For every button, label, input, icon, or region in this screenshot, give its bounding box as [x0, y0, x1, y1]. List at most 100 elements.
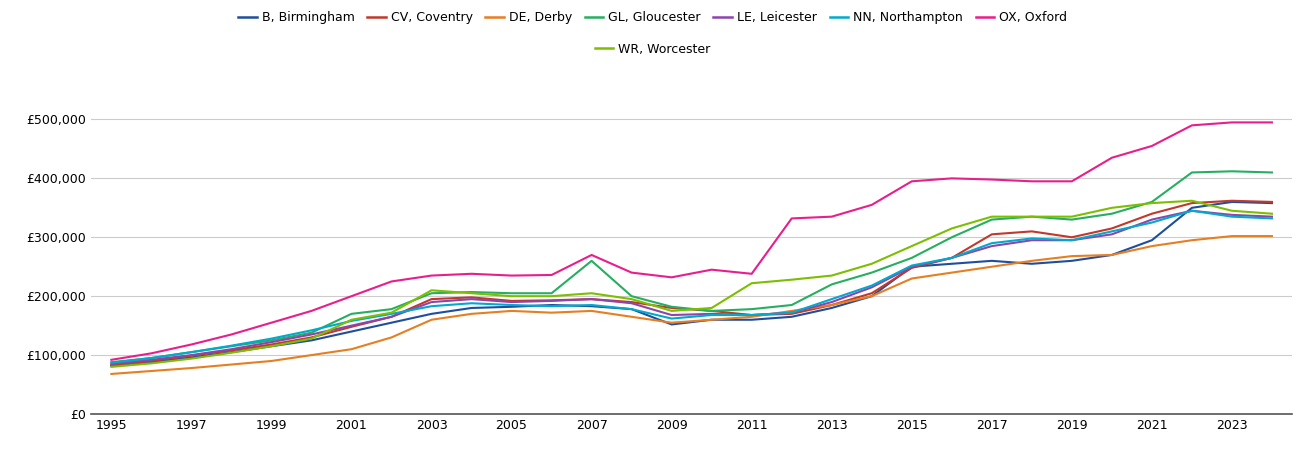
B, Birmingham: [823, 305, 839, 310]
GL, Gloucester: [384, 306, 399, 312]
DE, Derby: [463, 311, 479, 316]
LE, Leicester: [664, 312, 680, 318]
GL, Gloucester: [103, 360, 119, 365]
OX, Oxford: [223, 332, 239, 337]
CV, Coventry: [1265, 199, 1280, 205]
WR, Worcester: [904, 243, 920, 249]
CV, Coventry: [664, 305, 680, 310]
GL, Gloucester: [504, 291, 519, 296]
DE, Derby: [144, 368, 159, 373]
GL, Gloucester: [304, 330, 320, 335]
CV, Coventry: [744, 312, 760, 318]
NN, Northampton: [1265, 216, 1280, 221]
WR, Worcester: [624, 297, 639, 302]
CV, Coventry: [1064, 234, 1079, 240]
B, Birmingham: [384, 320, 399, 325]
DE, Derby: [1265, 234, 1280, 239]
WR, Worcester: [424, 288, 440, 293]
B, Birmingham: [1184, 205, 1199, 211]
DE, Derby: [984, 264, 1000, 270]
DE, Derby: [703, 317, 719, 323]
CV, Coventry: [304, 335, 320, 340]
WR, Worcester: [583, 291, 599, 296]
B, Birmingham: [144, 360, 159, 365]
CV, Coventry: [264, 342, 279, 347]
WR, Worcester: [664, 308, 680, 314]
B, Birmingham: [1064, 258, 1079, 264]
CV, Coventry: [864, 291, 880, 296]
CV, Coventry: [944, 255, 959, 261]
WR, Worcester: [103, 364, 119, 369]
CV, Coventry: [463, 295, 479, 300]
DE, Derby: [823, 302, 839, 308]
DE, Derby: [944, 270, 959, 275]
OX, Oxford: [184, 342, 200, 347]
NN, Northampton: [384, 311, 399, 316]
B, Birmingham: [784, 314, 800, 319]
NN, Northampton: [904, 263, 920, 268]
GL, Gloucester: [1024, 214, 1040, 219]
NN, Northampton: [1064, 238, 1079, 243]
CV, Coventry: [624, 299, 639, 305]
OX, Oxford: [1224, 120, 1240, 125]
CV, Coventry: [1024, 229, 1040, 234]
WR, Worcester: [984, 214, 1000, 219]
NN, Northampton: [1024, 236, 1040, 241]
NN, Northampton: [103, 360, 119, 365]
DE, Derby: [784, 308, 800, 314]
OX, Oxford: [823, 214, 839, 219]
WR, Worcester: [304, 336, 320, 341]
CV, Coventry: [904, 265, 920, 270]
DE, Derby: [1224, 234, 1240, 239]
GL, Gloucester: [784, 302, 800, 308]
CV, Coventry: [544, 297, 560, 303]
GL, Gloucester: [744, 306, 760, 312]
LE, Leicester: [1104, 232, 1120, 237]
OX, Oxford: [664, 274, 680, 280]
OX, Oxford: [384, 279, 399, 284]
WR, Worcester: [223, 350, 239, 356]
OX, Oxford: [1144, 143, 1160, 148]
CV, Coventry: [103, 362, 119, 368]
Line: GL, Gloucester: GL, Gloucester: [111, 171, 1272, 362]
Line: DE, Derby: DE, Derby: [111, 236, 1272, 374]
NN, Northampton: [583, 302, 599, 308]
B, Birmingham: [223, 350, 239, 355]
WR, Worcester: [1024, 214, 1040, 219]
LE, Leicester: [624, 301, 639, 306]
GL, Gloucester: [184, 350, 200, 355]
DE, Derby: [1184, 238, 1199, 243]
GL, Gloucester: [144, 356, 159, 361]
B, Birmingham: [1224, 199, 1240, 205]
WR, Worcester: [744, 280, 760, 286]
GL, Gloucester: [424, 291, 440, 296]
LE, Leicester: [904, 264, 920, 270]
CV, Coventry: [1144, 211, 1160, 216]
NN, Northampton: [544, 303, 560, 309]
CV, Coventry: [384, 314, 399, 319]
B, Birmingham: [624, 306, 639, 312]
GL, Gloucester: [703, 308, 719, 314]
LE, Leicester: [1144, 217, 1160, 222]
CV, Coventry: [424, 297, 440, 302]
B, Birmingham: [424, 311, 440, 316]
B, Birmingham: [304, 338, 320, 343]
LE, Leicester: [744, 312, 760, 318]
NN, Northampton: [664, 316, 680, 321]
CV, Coventry: [1104, 226, 1120, 231]
LE, Leicester: [223, 346, 239, 352]
OX, Oxford: [1265, 120, 1280, 125]
DE, Derby: [583, 308, 599, 314]
NN, Northampton: [343, 318, 359, 324]
B, Birmingham: [864, 293, 880, 299]
OX, Oxford: [343, 293, 359, 299]
NN, Northampton: [264, 336, 279, 341]
Line: OX, Oxford: OX, Oxford: [111, 122, 1272, 360]
CV, Coventry: [703, 308, 719, 314]
OX, Oxford: [944, 176, 959, 181]
B, Birmingham: [1104, 252, 1120, 258]
CV, Coventry: [583, 297, 599, 302]
NN, Northampton: [703, 312, 719, 318]
B, Birmingham: [463, 305, 479, 310]
LE, Leicester: [784, 310, 800, 315]
